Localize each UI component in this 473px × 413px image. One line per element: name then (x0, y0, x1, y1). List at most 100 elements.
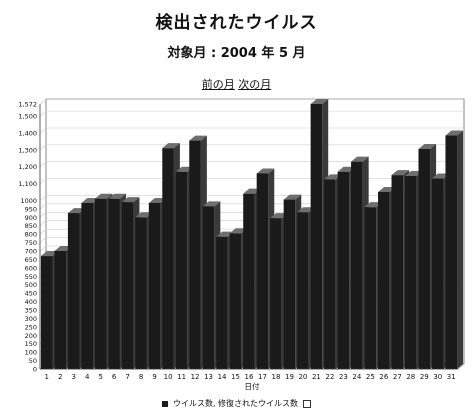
y-tick-label: 1000 (20, 197, 37, 205)
bar (364, 207, 377, 369)
bar-top (162, 143, 180, 149)
bar-top (256, 168, 275, 174)
x-tick-label: 16 (245, 373, 254, 381)
bar (445, 135, 458, 369)
y-tick-label: 350 (25, 306, 37, 314)
legend-label-detected: ウイルス数 (172, 399, 213, 408)
y-tick-label: 200 (25, 332, 37, 340)
bar (135, 217, 147, 369)
legend-swatch-detected (162, 400, 169, 407)
bar-top (337, 166, 356, 172)
bar-top (175, 166, 194, 172)
bar-top (405, 170, 423, 176)
y-tick-label: 700 (25, 247, 37, 255)
bar (108, 198, 120, 369)
y-tick-label: 900 (25, 214, 37, 222)
bar (256, 173, 269, 369)
x-tick-label: 6 (112, 373, 117, 381)
bar (243, 193, 255, 369)
bar (324, 179, 336, 369)
x-tick-label: 13 (204, 373, 213, 381)
y-tick-label: 1,500 (18, 113, 37, 121)
bar-top (135, 212, 153, 218)
month-navigation: 前の月 次の月 (0, 76, 473, 92)
bar-top (148, 197, 167, 203)
prev-month-link[interactable]: 前の月 (201, 78, 235, 91)
bar-top (229, 228, 248, 234)
y-tick-label: 550 (25, 273, 37, 281)
y-tick-label: 100 (25, 349, 37, 357)
x-tick-label: 14 (218, 373, 227, 381)
x-tick-label: 29 (420, 373, 429, 381)
bar-top (378, 186, 396, 192)
bar-top (202, 201, 221, 207)
x-tick-label: 10 (164, 373, 173, 381)
x-tick-label: 5 (98, 373, 102, 381)
bar-top (40, 251, 59, 257)
y-tick-label: 1,100 (18, 180, 37, 188)
bar-top (243, 188, 261, 194)
x-tick-label: 15 (231, 373, 240, 381)
y-tick-label: 500 (25, 281, 37, 289)
bar (121, 202, 134, 369)
x-tick-label: 7 (125, 373, 129, 381)
bar-top (297, 207, 315, 213)
x-tick-label: 22 (325, 373, 334, 381)
y-tick-label: 950 (25, 205, 37, 213)
x-tick-label: 21 (312, 373, 321, 381)
bar-top (431, 173, 450, 179)
y-tick-label: 800 (25, 231, 37, 239)
x-tick-label: 27 (393, 373, 402, 381)
bar-top (351, 156, 369, 162)
x-tick-label: 8 (139, 373, 143, 381)
bar-top (94, 193, 113, 199)
bar (337, 171, 350, 369)
bar-top (324, 174, 342, 180)
x-tick-label: 17 (258, 373, 267, 381)
x-tick-label: 19 (285, 373, 294, 381)
x-tick-label: 9 (152, 373, 156, 381)
bar-top (364, 202, 383, 208)
bar (189, 140, 201, 369)
bar (283, 199, 296, 369)
chart-legend: ウイルス数, 修復されたウイルス数 (0, 398, 473, 409)
x-tick-label: 3 (71, 373, 75, 381)
x-tick-label: 30 (433, 373, 442, 381)
period-subtitle: 対象月 : 2004 年 5 月 (167, 46, 306, 61)
bar (431, 178, 444, 369)
legend-label-repaired: 修復されたウイルス数 (218, 399, 299, 408)
bar (405, 175, 417, 369)
bar (216, 236, 228, 369)
bar (418, 149, 431, 369)
x-tick-label: 26 (379, 373, 388, 381)
y-tick-label: 1,572 (18, 101, 37, 109)
bar (297, 212, 309, 369)
y-tick-label: 450 (25, 290, 37, 298)
x-tick-label: 31 (447, 373, 456, 381)
bar (94, 198, 107, 369)
bar-top (270, 213, 288, 219)
x-tick-label: 28 (406, 373, 415, 381)
y-tick-label: 250 (25, 323, 37, 331)
y-tick-label: 850 (25, 222, 37, 230)
x-tick-label: 18 (272, 373, 281, 381)
y-tick-label: 1,400 (18, 129, 37, 137)
bar-top (283, 194, 302, 200)
y-tick-label: 750 (25, 239, 37, 247)
x-tick-label: 20 (298, 373, 307, 381)
bar-top (121, 197, 140, 203)
bar-top (189, 135, 207, 141)
x-tick-label: 2 (58, 373, 62, 381)
bar (270, 218, 282, 369)
y-tick-label: 1,300 (18, 146, 37, 154)
page-title: 検出されたウイルス (155, 13, 318, 33)
bar-top (108, 193, 126, 199)
bar (54, 250, 67, 369)
bar-top (418, 144, 437, 150)
legend-swatch-repaired (302, 399, 311, 408)
x-tick-label: 12 (191, 373, 200, 381)
bar (81, 202, 93, 369)
next-month-link[interactable]: 次の月 (238, 78, 272, 91)
bar (310, 104, 323, 369)
